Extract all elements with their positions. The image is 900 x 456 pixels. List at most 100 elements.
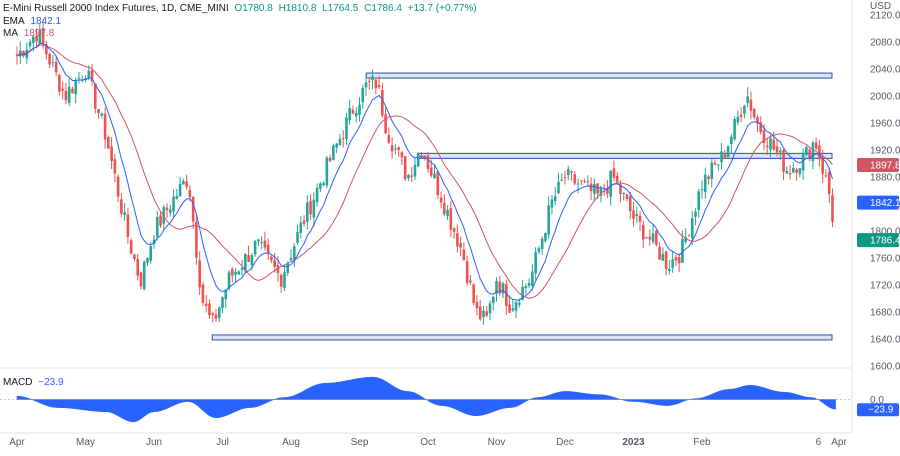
candle-body [107, 137, 110, 149]
candle-body [566, 169, 570, 176]
y-tick-label: 1600.0 [870, 362, 900, 373]
candle-body [563, 177, 567, 179]
candle-body [818, 145, 821, 160]
candle-body [730, 136, 733, 145]
candle-body [831, 195, 834, 222]
candle-body [201, 284, 205, 303]
macd-area [16, 376, 836, 423]
candle-body [178, 183, 182, 197]
ma-layer [16, 42, 833, 301]
candle-body [775, 146, 779, 153]
candle-body [129, 240, 133, 254]
candle-body [133, 254, 136, 259]
candle-body [795, 169, 798, 173]
candle-body [501, 283, 505, 294]
x-tick-label: Jun [146, 437, 162, 448]
open-value: O1780.8 [234, 3, 273, 14]
y-tick-label: 1960.0 [870, 119, 900, 130]
candle-body [45, 44, 48, 55]
candle-body [537, 248, 541, 253]
candle-body [204, 303, 208, 306]
candle-body [390, 145, 394, 152]
candle-body [772, 139, 776, 150]
candle-body [123, 212, 126, 216]
candle-body [175, 195, 179, 199]
candle-body [377, 85, 381, 88]
candle-body [443, 202, 446, 215]
candle-body [185, 181, 188, 187]
candle-body [74, 80, 78, 95]
candle-body [257, 239, 260, 242]
candle-body [635, 214, 639, 217]
candle-body [580, 180, 583, 182]
candle-body [739, 114, 743, 117]
price-badge-label: 1786.4 [870, 236, 900, 247]
candle-body [527, 282, 531, 286]
x-tick-label: Nov [488, 437, 506, 448]
axis-layer: 2120.0 2080.0 2040.0 2000.0 1960.0 1920.0 1880… [9, 1, 900, 448]
candle-body [384, 114, 387, 134]
candle-body [521, 286, 524, 300]
candle-body [586, 181, 590, 183]
candle-body [593, 184, 596, 194]
candle-body [707, 176, 710, 180]
price-badge-label: 1842.1 [870, 198, 900, 209]
candle-body [641, 224, 645, 240]
y-tick-label: 2000.0 [870, 92, 900, 103]
candle-body [211, 313, 215, 315]
candle-body [694, 211, 697, 217]
candle-body [32, 36, 35, 43]
candle-body [67, 86, 71, 103]
candle-body [690, 218, 694, 239]
candle-body [511, 308, 515, 311]
candle-body [253, 241, 257, 255]
candle-body [169, 209, 172, 213]
candle-body [596, 183, 599, 194]
ma-legend[interactable]: MA 1897.8 [3, 28, 57, 40]
candle-body [469, 280, 472, 283]
candle-body [410, 175, 413, 177]
candle-body [394, 148, 397, 150]
candle-body [397, 147, 400, 151]
candle-body [661, 253, 665, 261]
candle-body [387, 135, 391, 143]
candle-body [116, 176, 120, 197]
x-tick-label: Jul [216, 437, 229, 448]
symbol-title[interactable]: E-Mini Russell 2000 Index Futures, 1D, C… [3, 3, 229, 14]
candle-body [234, 271, 237, 275]
candle-body [338, 138, 342, 145]
candle-body [651, 233, 655, 242]
candle-body [710, 162, 714, 179]
candle-body [227, 272, 231, 289]
candle-body [472, 284, 475, 303]
candle-body [136, 258, 139, 276]
candle-body [475, 301, 479, 309]
candle-body [230, 269, 234, 276]
candle-body [658, 247, 661, 260]
candle-body [619, 184, 622, 194]
candle-body [498, 281, 502, 294]
candle-body [733, 119, 736, 140]
macd-legend[interactable]: MACD −23.9 [3, 377, 67, 389]
candle-body [358, 104, 361, 116]
candle-body [452, 228, 456, 232]
candle-body [364, 82, 368, 88]
candle-body [306, 202, 309, 222]
candle-body [459, 243, 462, 248]
candle-body [547, 205, 550, 235]
candle-body [778, 150, 782, 153]
candle-body [90, 70, 94, 81]
candle-body [439, 197, 443, 203]
y-tick-label: 2120.0 [870, 11, 900, 22]
support-resistance-zone [211, 334, 833, 341]
ema-legend[interactable]: EMA 1842.1 [3, 16, 64, 28]
candle-body [824, 175, 828, 177]
candle-body [622, 193, 626, 195]
candle-body [488, 303, 492, 314]
candle-body [100, 113, 104, 116]
candle-body [22, 51, 25, 56]
x-tick-label: Dec [556, 437, 574, 448]
candle-body [664, 251, 668, 270]
